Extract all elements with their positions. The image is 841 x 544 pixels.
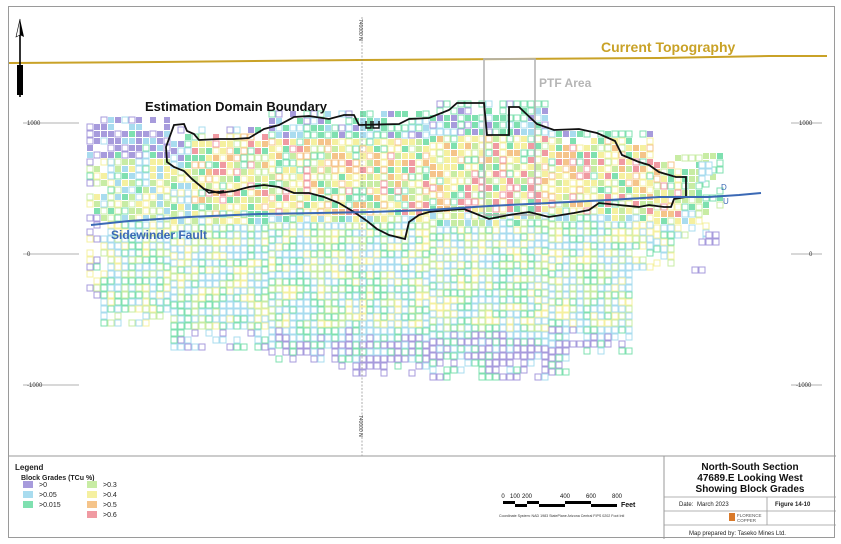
- section-map: Current Topography 740000 N 740000 N 100…: [8, 17, 836, 539]
- legend-item: >0.5: [87, 501, 117, 509]
- date-label: Date:: [679, 502, 694, 508]
- elev-left-1000: 1000: [27, 121, 41, 127]
- domain-boundary-label: Estimation Domain Boundary: [145, 99, 328, 114]
- legend-item: >0.6: [87, 511, 117, 519]
- scale-bar: 0 100 200 400 600 800 Feet Coordinate System:…: [499, 494, 636, 518]
- legend-swatch: [87, 491, 97, 498]
- legend-swatch: [23, 481, 33, 488]
- map-title-line3: Showing Block Grades: [696, 484, 805, 495]
- legend-label: >0.6: [103, 512, 117, 519]
- legend: Legend Block Grades (TCu %) >0 >0.05 >0.01…: [15, 463, 117, 519]
- scale-unit: Feet: [621, 502, 636, 509]
- map-frame: Current Topography 740000 N 740000 N 100…: [8, 6, 836, 539]
- elevation-ticks: 1000 1000 0 0 -1000 -1000: [23, 121, 822, 389]
- prepared-by: Map prepared by: Taseko Mines Ltd.: [689, 531, 786, 537]
- legend-swatch: [23, 491, 33, 498]
- logo-line2: COPPER: [737, 518, 757, 523]
- scale-tick-label: 100: [510, 494, 521, 500]
- sidewinder-fault: [90, 192, 762, 226]
- elev-left-0: 0: [27, 252, 31, 258]
- elev-right-1000: 1000: [799, 121, 813, 127]
- scale-tick-label: 600: [586, 494, 597, 500]
- legend-label: >0.05: [39, 492, 57, 499]
- legend-title: Legend: [15, 463, 44, 472]
- legend-subtitle: Block Grades (TCu %): [21, 475, 95, 482]
- legend-label: >0.4: [103, 492, 117, 499]
- elev-right-minus1000: -1000: [796, 383, 812, 389]
- northing-label-bottom: 740000 N: [357, 415, 363, 437]
- topography-label: Current Topography: [601, 39, 736, 55]
- scale-tick-label: 800: [612, 494, 623, 500]
- elev-left-minus1000: -1000: [27, 383, 43, 389]
- boundary-notch: [365, 121, 380, 129]
- block-grid: [86, 100, 724, 381]
- legend-swatch: [87, 511, 97, 518]
- legend-label: >0.5: [103, 502, 117, 509]
- title-block: North-South Section 47689.E Looking West…: [664, 462, 836, 537]
- topography-line: [8, 55, 827, 64]
- boundary-inner-line: [191, 178, 225, 194]
- legend-item: >0.4: [87, 491, 117, 499]
- legend-item: >0.015: [23, 501, 61, 509]
- northing-label-top: 740000 N: [357, 19, 363, 41]
- legend-label: >0.3: [103, 482, 117, 489]
- legend-label: >0: [39, 482, 47, 489]
- map-title-line2: 47689.E Looking West: [697, 473, 803, 484]
- domain-boundary: [165, 102, 687, 241]
- coordinate-note: Coordinate System: NAD 1983 StatePlane A…: [499, 514, 624, 518]
- legend-swatch: [23, 501, 33, 508]
- ptf-label: PTF Area: [539, 76, 592, 90]
- florence-copper-logo-icon: [729, 513, 735, 521]
- legend-label: >0.015: [39, 502, 61, 509]
- legend-swatch: [87, 481, 97, 488]
- logo-line1: FLORENCE: [737, 513, 762, 518]
- map-title-line1: North-South Section: [701, 462, 798, 473]
- fault-downthrown-label: D: [721, 183, 727, 192]
- scale-tick-label: 400: [560, 494, 571, 500]
- legend-item: >0: [23, 481, 47, 489]
- legend-swatch: [87, 501, 97, 508]
- scale-tick-label: 0: [501, 494, 505, 500]
- legend-item: >0.05: [23, 491, 57, 499]
- fault-upthrown-label: U: [723, 197, 729, 206]
- north-arrow-icon: [15, 18, 24, 97]
- date-value: March 2023: [697, 502, 729, 508]
- figure-number: Figure 14-10: [775, 502, 811, 508]
- scale-tick-label: 200: [522, 494, 533, 500]
- legend-item: >0.3: [87, 481, 117, 489]
- elev-right-0: 0: [809, 252, 813, 258]
- fault-label: Sidewinder Fault: [111, 228, 207, 242]
